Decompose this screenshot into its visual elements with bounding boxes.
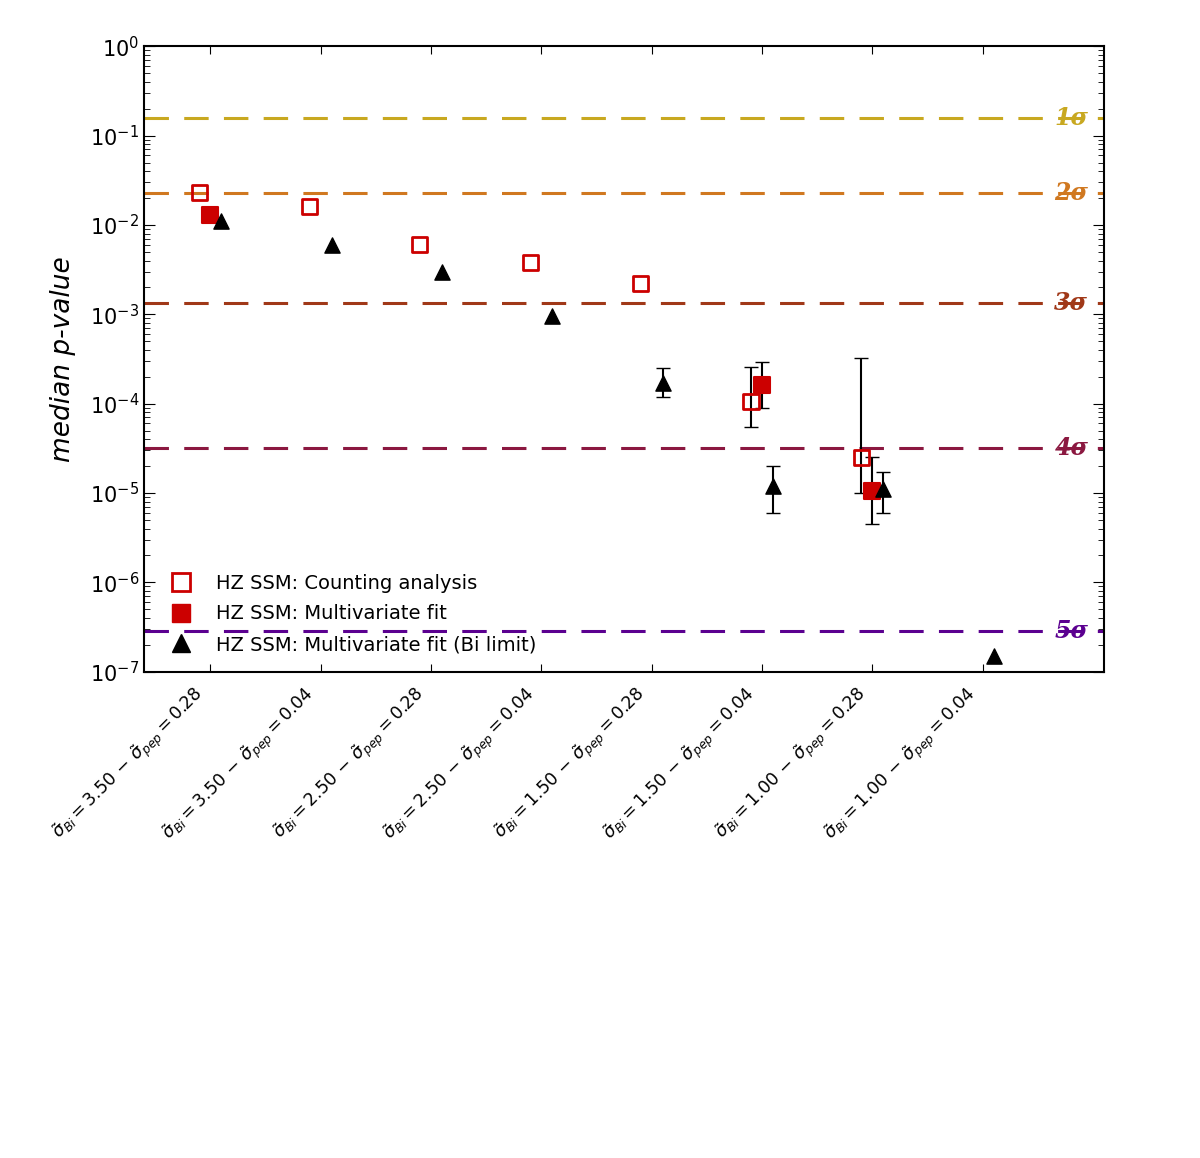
Point: [863, 482, 882, 500]
Point: [300, 198, 319, 217]
Text: $\tilde{\sigma}_{Bi} = 2.50$$\,-\,$$\tilde{\sigma}_{pep} = 0.28$: $\tilde{\sigma}_{Bi} = 2.50$$\,-\,$$\til…: [269, 683, 431, 845]
Point: [852, 448, 871, 467]
Point: [211, 212, 230, 230]
Text: $\tilde{\sigma}_{Bi} = 1.50$$\,-\,$$\tilde{\sigma}_{pep} = 0.04$: $\tilde{\sigma}_{Bi} = 1.50$$\,-\,$$\til…: [599, 683, 762, 846]
Text: 2σ: 2σ: [1055, 181, 1088, 205]
Text: 5σ: 5σ: [1055, 618, 1088, 643]
Text: $\tilde{\sigma}_{Bi} = 2.50$$\,-\,$$\tilde{\sigma}_{pep} = 0.04$: $\tilde{\sigma}_{Bi} = 2.50$$\,-\,$$\til…: [378, 683, 541, 846]
Text: $\tilde{\sigma}_{Bi} = 3.50$$\,-\,$$\tilde{\sigma}_{pep} = 0.28$: $\tilde{\sigma}_{Bi} = 3.50$$\,-\,$$\til…: [48, 683, 210, 845]
Point: [521, 254, 540, 272]
Text: $\tilde{\sigma}_{Bi} = 1.00$$\,-\,$$\tilde{\sigma}_{pep} = 0.28$: $\tilde{\sigma}_{Bi} = 1.00$$\,-\,$$\til…: [710, 683, 872, 845]
Text: $\tilde{\sigma}_{Bi} = 1.00$$\,-\,$$\tilde{\sigma}_{pep} = 0.04$: $\tilde{\sigma}_{Bi} = 1.00$$\,-\,$$\til…: [820, 683, 983, 846]
Text: $\tilde{\sigma}_{Bi} = 1.50$$\,-\,$$\tilde{\sigma}_{pep} = 0.28$: $\tilde{\sigma}_{Bi} = 1.50$$\,-\,$$\til…: [490, 683, 652, 845]
Legend: HZ SSM: Counting analysis, HZ SSM: Multivariate fit, HZ SSM: Multivariate fit (B: HZ SSM: Counting analysis, HZ SSM: Multi…: [154, 566, 544, 662]
Point: [432, 263, 451, 281]
Y-axis label: median p-value: median p-value: [50, 256, 76, 462]
Point: [410, 235, 430, 254]
Point: [984, 646, 1003, 665]
Text: $\tilde{\sigma}_{Bi} = 3.50$$\,-\,$$\tilde{\sigma}_{pep} = 0.04$: $\tilde{\sigma}_{Bi} = 3.50$$\,-\,$$\til…: [157, 683, 320, 846]
Point: [752, 376, 772, 395]
Text: 3σ: 3σ: [1055, 291, 1088, 315]
Point: [631, 274, 650, 293]
Point: [874, 481, 893, 499]
Point: [200, 205, 220, 223]
Point: [322, 235, 341, 254]
Point: [653, 374, 672, 393]
Point: [542, 307, 562, 325]
Point: [763, 477, 782, 496]
Point: [190, 183, 209, 201]
Text: 1σ: 1σ: [1055, 105, 1088, 130]
Point: [742, 393, 761, 411]
Text: 4σ: 4σ: [1055, 437, 1088, 460]
